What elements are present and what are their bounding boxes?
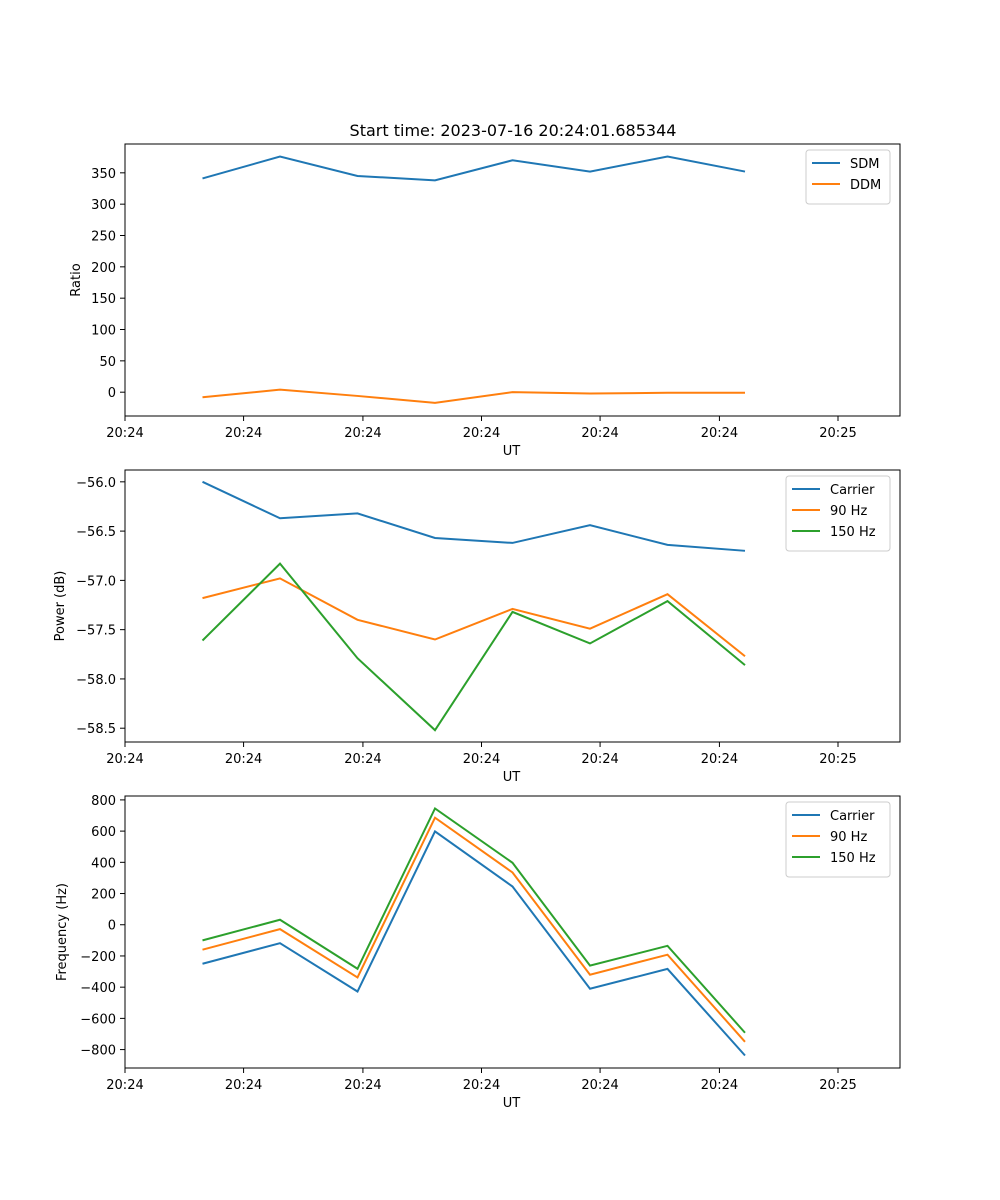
y-tick-label: −57.0	[76, 574, 116, 589]
x-tick-label: 20:24	[225, 1078, 262, 1093]
y-tick-label: −600	[80, 1012, 116, 1027]
y-tick-label: −58.5	[76, 722, 116, 737]
x-tick-label: 20:24	[106, 1078, 143, 1093]
legend-label-90-hz: 90 Hz	[830, 504, 867, 519]
power-panel: 20:24 20:24 20:24 20:24 20:24 20:24 20:25 −58.5…	[53, 469, 901, 785]
series-line-90-hz	[202, 577, 746, 658]
legend-box	[785, 475, 891, 552]
series-line-sdm	[202, 155, 746, 182]
y-tick-label: −58.0	[76, 673, 116, 688]
axes-frame	[124, 469, 901, 743]
y-tick-label: −57.5	[76, 624, 116, 639]
legend-label-carrier: Carrier	[830, 483, 875, 498]
y-tick-label: 400	[91, 856, 116, 871]
axes-frame	[124, 143, 901, 417]
y-axis-label: Frequency (Hz)	[55, 883, 70, 981]
y-tick-label: 0	[108, 386, 116, 401]
x-tick-label: 20:24	[463, 752, 500, 767]
x-tick-label: 20:24	[344, 426, 381, 441]
legend-label-90-hz: 90 Hz	[830, 830, 867, 845]
x-tick-label: 20:24	[106, 426, 143, 441]
x-tick-label: 20:24	[581, 752, 618, 767]
y-tick-label: 250	[91, 230, 116, 245]
x-tick-label: 20:24	[701, 426, 738, 441]
series-line-90-hz	[202, 816, 746, 1043]
x-tick-label: 20:25	[819, 752, 856, 767]
y-tick-label: −56.5	[76, 525, 116, 540]
y-tick-label: 100	[91, 324, 116, 339]
x-axis-label: UT	[503, 444, 521, 459]
x-tick-label: 20:25	[819, 426, 856, 441]
y-tick-label: 150	[91, 292, 116, 307]
y-tick-label: 50	[99, 355, 116, 370]
x-tick-label: 20:24	[701, 1078, 738, 1093]
x-tick-label: 20:24	[581, 426, 618, 441]
y-tick-label: 800	[91, 794, 116, 809]
x-tick-label: 20:24	[225, 426, 262, 441]
legend-box	[785, 801, 891, 878]
x-tick-label: 20:24	[106, 752, 143, 767]
series-line-150-hz	[201, 562, 746, 732]
y-axis-label: Ratio	[69, 263, 84, 296]
x-tick-label: 20:24	[701, 752, 738, 767]
y-tick-label: 600	[91, 825, 116, 840]
y-tick-label: −800	[80, 1044, 116, 1059]
x-tick-label: 20:24	[463, 426, 500, 441]
y-tick-label: 200	[91, 888, 116, 903]
y-tick-label: −56.0	[76, 476, 116, 491]
series-line-150-hz	[202, 806, 746, 1034]
legend-label-150-hz: 150 Hz	[830, 525, 876, 540]
legend-label-150-hz: 150 Hz	[830, 851, 876, 866]
x-tick-label: 20:24	[463, 1078, 500, 1093]
axes-frame	[124, 795, 901, 1069]
x-tick-label: 20:24	[225, 752, 262, 767]
frequency-panel: 20:24 20:24 20:24 20:24 20:24 20:24 20:25 −800 −…	[55, 794, 901, 1111]
y-tick-label: −200	[80, 950, 116, 965]
x-axis-label: UT	[503, 770, 521, 785]
y-axis-label: Power (dB)	[53, 571, 68, 642]
series-line-carrier	[202, 829, 746, 1057]
x-tick-label: 20:24	[581, 1078, 618, 1093]
legend-label-carrier: Carrier	[830, 809, 875, 824]
y-tick-label: −400	[80, 981, 116, 996]
chart-title: Start time: 2023-07-16 20:24:01.685344	[350, 121, 677, 140]
legend-label-sdm: SDM	[850, 157, 879, 172]
y-tick-label: 0	[108, 919, 116, 934]
x-axis-label: UT	[503, 1096, 521, 1111]
y-tick-label: 350	[91, 167, 116, 182]
series-line-carrier	[202, 480, 746, 552]
y-tick-label: 200	[91, 261, 116, 276]
x-tick-label: 20:24	[344, 1078, 381, 1093]
ratio-panel: 20:24 20:24 20:24 20:24 20:24 20:24 20:25 0 50 10…	[69, 143, 901, 459]
series-line-ddm	[202, 388, 745, 404]
x-tick-label: 20:24	[344, 752, 381, 767]
legend-label-ddm: DDM	[850, 178, 881, 193]
y-tick-label: 300	[91, 198, 116, 213]
x-tick-label: 20:25	[819, 1078, 856, 1093]
